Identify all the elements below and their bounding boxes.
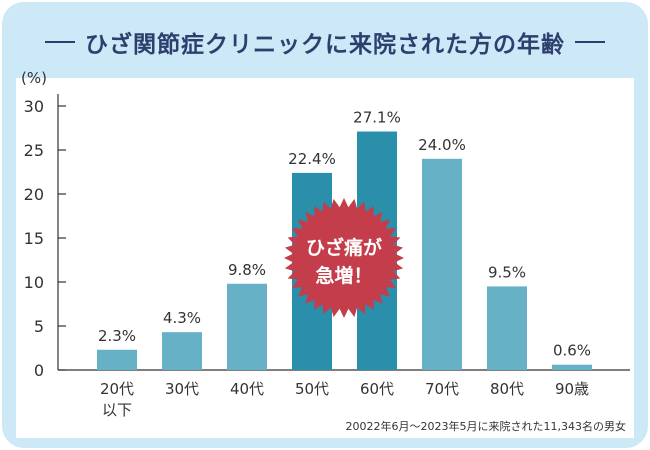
y-tick-label: 10 [24, 273, 44, 292]
x-tick-label: 以下 [102, 401, 132, 419]
x-tick-label: 70代 [425, 380, 459, 398]
x-tick-label: 20代 [100, 380, 134, 398]
bar [422, 158, 462, 370]
footnote: 20022年6月～2023年5月に来院された11,343名の男女 [345, 420, 626, 433]
y-tick-label: 30 [24, 97, 44, 116]
data-label: 0.6% [553, 342, 591, 360]
data-label: 2.3% [98, 327, 136, 345]
data-label: 9.8% [228, 261, 266, 279]
title-dash-left [45, 41, 75, 43]
data-label: 24.0% [418, 136, 466, 154]
data-label: 27.1% [353, 109, 401, 127]
x-tick-label: 90歳 [555, 380, 589, 398]
y-tick-label: 25 [24, 141, 44, 160]
chart-title: ひざ関節症クリニックに来院された方の年齢 [85, 32, 565, 58]
x-tick-label: 30代 [165, 380, 199, 398]
data-label: 22.4% [288, 150, 336, 168]
y-tick-label: 15 [24, 229, 44, 248]
y-tick-label: 0 [34, 361, 44, 380]
data-label: 9.5% [488, 263, 526, 281]
title-row: ひざ関節症クリニックに来院された方の年齢 [0, 24, 650, 60]
bar [162, 332, 202, 370]
y-tick-label: 20 [24, 185, 44, 204]
bar [487, 286, 527, 370]
x-tick-label: 80代 [490, 380, 524, 398]
title-dash-right [575, 41, 605, 43]
burst-badge [284, 198, 404, 318]
y-tick-label: 5 [34, 317, 44, 336]
badge-text-line2: 急増！ [315, 264, 372, 287]
x-tick-label: 40代 [230, 380, 264, 398]
x-tick-label: 50代 [295, 380, 329, 398]
bar [227, 283, 267, 370]
y-axis-unit: (%) [21, 69, 47, 87]
data-label: 4.3% [163, 309, 201, 327]
bar [552, 364, 592, 370]
x-tick-label: 60代 [360, 380, 394, 398]
bar [97, 349, 137, 370]
badge-text-line1: ひざ痛が [306, 236, 382, 259]
